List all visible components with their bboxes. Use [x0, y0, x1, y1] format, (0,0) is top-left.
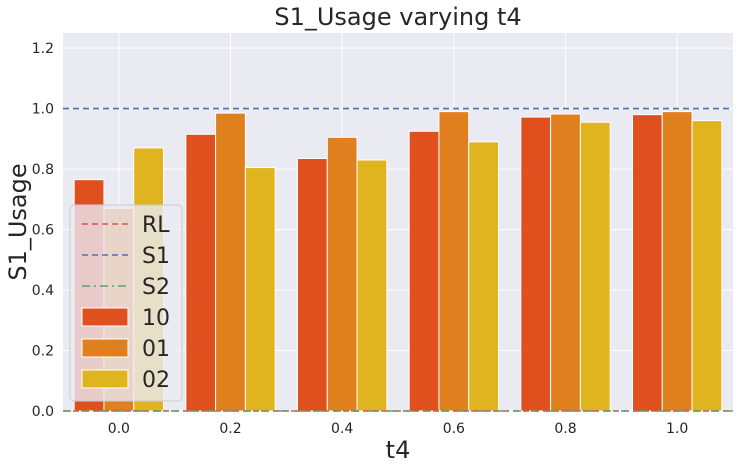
x-tick-labels: 0.0 0.2 0.4 0.6 0.8 1.0 [108, 421, 689, 437]
legend-label: RL [142, 213, 170, 238]
y-tick-label: 0.0 [32, 404, 54, 420]
bar-10-1.0 [632, 114, 663, 412]
legend-swatch-10 [81, 307, 129, 327]
chart-title: S1_Usage varying t4 [274, 3, 521, 31]
bar-01-0.2 [215, 112, 246, 412]
bar-01-1.0 [661, 111, 693, 412]
x-tick-label: 0.4 [331, 421, 353, 437]
legend-swatch-01 [81, 338, 129, 358]
x-tick-label: 0.2 [219, 421, 241, 437]
y-tick-label: 0.6 [32, 223, 54, 239]
x-tick-label: 0.8 [554, 421, 576, 437]
y-tick-label: 1.0 [32, 102, 54, 118]
bar-01-0.6 [438, 111, 470, 412]
y-tick-label: 0.8 [32, 162, 54, 178]
bar-02-0.4 [356, 159, 388, 412]
bar-10-0.2 [185, 133, 217, 412]
legend-label: 01 [142, 337, 170, 362]
legend: RL S1 S2 10 01 02 [69, 204, 183, 402]
bar-02-0.8 [579, 121, 611, 412]
bar-10-0.8 [520, 116, 552, 412]
bar-10-0.4 [297, 157, 328, 412]
legend-label: S2 [142, 275, 170, 300]
legend-label: 10 [142, 306, 170, 331]
bars [73, 111, 723, 412]
x-tick-label: 0.6 [443, 421, 465, 437]
bar-02-0.6 [468, 141, 500, 412]
legend-label: S1 [142, 244, 170, 269]
y-tick-label: 0.4 [32, 283, 54, 299]
x-axis-label: t4 [386, 436, 411, 464]
x-tick-label: 1.0 [666, 421, 688, 437]
bar-10-0.6 [408, 130, 440, 412]
x-tick-label: 0.0 [108, 421, 130, 437]
y-tick-labels: 0.0 0.2 0.4 0.6 0.8 1.0 1.2 [32, 41, 54, 420]
bar-01-0.4 [326, 136, 358, 412]
bar-01-0.8 [550, 113, 581, 412]
y-axis-label: S1_Usage [4, 163, 32, 280]
legend-label: 02 [142, 368, 170, 393]
bar-02-0.2 [244, 167, 276, 412]
legend-swatch-02 [81, 369, 129, 389]
reference-lines [63, 107, 733, 412]
bar-02-1.0 [691, 120, 723, 412]
y-tick-label: 0.2 [32, 344, 54, 360]
y-tick-label: 1.2 [32, 41, 54, 57]
